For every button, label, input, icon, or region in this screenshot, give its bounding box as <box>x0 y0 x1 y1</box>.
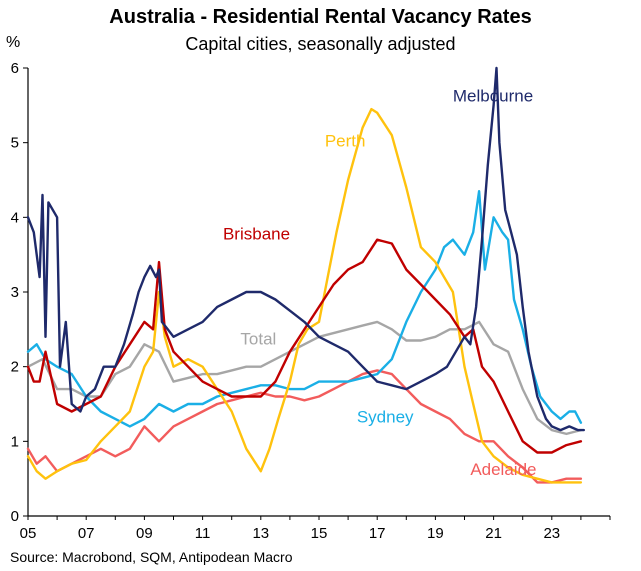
x-tick-label: 15 <box>311 525 328 542</box>
y-tick-label: 2 <box>11 359 19 376</box>
label-sydney: Sydney <box>357 408 414 427</box>
series-line-adelaide <box>26 369 583 484</box>
series-line-sydney <box>26 190 583 428</box>
label-adelaide: Adelaide <box>470 460 536 479</box>
y-tick-label: 4 <box>11 209 19 226</box>
x-tick-label: 05 <box>20 525 37 542</box>
x-tick-label: 11 <box>195 525 211 542</box>
x-tick-label: 09 <box>136 525 153 542</box>
x-tick-label: 21 <box>485 525 502 542</box>
y-tick-label: 3 <box>11 284 19 301</box>
y-tick-label: 1 <box>11 433 19 450</box>
series-line-brisbane <box>26 238 583 454</box>
x-tick-label: 07 <box>78 525 95 542</box>
y-tick-label: 6 <box>11 60 19 77</box>
y-tick-label: 0 <box>11 508 19 525</box>
x-tick-label: 13 <box>252 525 269 542</box>
series-labels: Melbourne Perth Brisbane Total Sydney Adelaid… <box>223 87 537 479</box>
label-brisbane: Brisbane <box>223 225 290 244</box>
series-line-perth <box>26 107 583 484</box>
label-total: Total <box>240 329 276 348</box>
series-line-melbourne <box>26 66 585 432</box>
y-axis-unit: % <box>6 34 21 51</box>
chart-series <box>26 66 585 484</box>
x-tick-label: 17 <box>369 525 386 542</box>
label-melbourne: Melbourne <box>453 87 533 106</box>
y-tick-label: 5 <box>11 135 19 152</box>
series-line-total <box>26 320 583 436</box>
chart-title: Australia - Residential Rental Vacancy R… <box>109 6 532 28</box>
chart-subtitle: Capital cities, seasonally adjusted <box>185 34 456 54</box>
x-tick-label: 23 <box>543 525 560 542</box>
source-note: Source: Macrobond, SQM, Antipodean Macro <box>10 549 293 565</box>
x-tick-label: 19 <box>427 525 444 542</box>
label-perth: Perth <box>325 131 366 150</box>
